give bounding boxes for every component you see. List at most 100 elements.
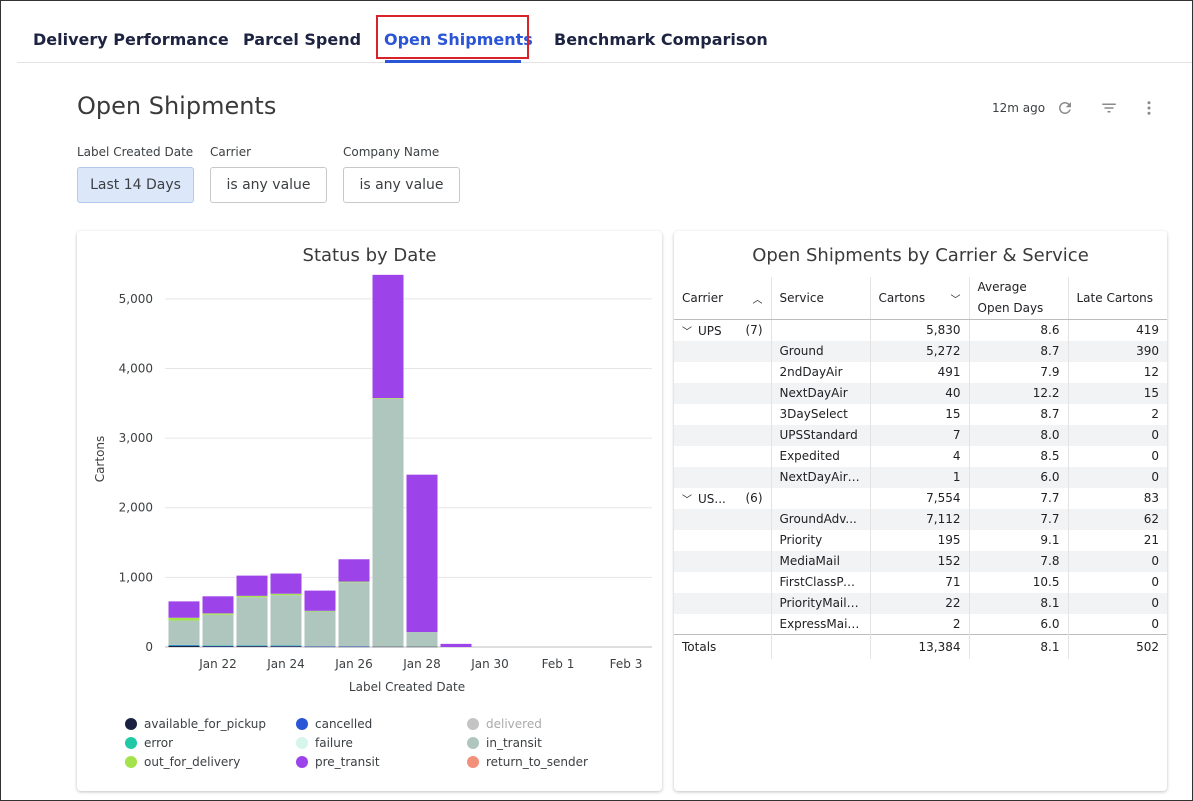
late-cartons-cell: 390 — [1068, 340, 1167, 362]
legend-item[interactable]: return_to_sender — [467, 755, 588, 769]
carrier-service-card: Open Shipments by Carrier & Service Carr… — [674, 231, 1167, 791]
legend-item[interactable]: out_for_delivery — [125, 755, 240, 769]
column-header-cartons[interactable]: Cartons ﹀ — [870, 277, 970, 320]
legend-swatch — [467, 756, 479, 768]
avg-days-cell: 8.7 — [969, 340, 1069, 362]
legend-swatch — [125, 756, 137, 768]
legend-swatch — [467, 718, 479, 730]
table-row[interactable]: Expedited 4 8.5 0 — [674, 445, 1167, 467]
table-row[interactable]: 3DaySelect 15 8.7 2 — [674, 403, 1167, 425]
column-header-average-open-days[interactable]: Average Open Days — [969, 277, 1069, 320]
table-row[interactable]: PriorityMailI... 22 8.1 0 — [674, 592, 1167, 614]
table-row[interactable]: 2ndDayAir 491 7.9 12 — [674, 361, 1167, 383]
bar-segment — [168, 620, 200, 645]
cartons-cell: 40 — [870, 382, 970, 404]
legend-label: available_for_pickup — [144, 717, 267, 731]
bar-segment — [236, 645, 268, 646]
chevron-down-icon[interactable]: ﹀ — [682, 326, 692, 338]
table-row[interactable]: Priority 195 9.1 21 — [674, 529, 1167, 551]
tab-benchmark-comparison[interactable]: Benchmark Comparison — [554, 30, 768, 49]
service-cell: UPSStandard — [771, 424, 871, 446]
y-tick-label: 3,000 — [119, 431, 153, 445]
service-cell — [771, 319, 871, 341]
legend-item[interactable]: error — [125, 736, 173, 750]
tab-open-shipments[interactable]: Open Shipments — [384, 30, 533, 49]
bar-segment — [406, 474, 438, 633]
cartons-cell: 195 — [870, 529, 970, 551]
bar-segment — [338, 581, 370, 583]
bar-segment — [304, 590, 336, 611]
active-tab-indicator — [385, 60, 521, 63]
legend-item[interactable]: delivered — [467, 717, 542, 731]
chart-title: Status by Date — [302, 245, 437, 266]
table-row[interactable]: GroundAdv... 7,112 7.7 62 — [674, 508, 1167, 530]
table-row[interactable]: ExpressMailI... 2 6.0 0 — [674, 613, 1167, 635]
bar-segment — [440, 643, 472, 647]
avg-days-cell: 7.7 — [969, 487, 1069, 509]
cartons-cell: 152 — [870, 550, 970, 572]
carrier-cell — [674, 382, 772, 404]
x-tick-label: Jan 26 — [334, 657, 373, 671]
x-tick-label: Jan 22 — [198, 657, 237, 671]
carrier-name: US... — [698, 491, 726, 506]
cartons-cell: 15 — [870, 403, 970, 425]
bar-segment — [338, 559, 370, 582]
bar-segment — [304, 646, 336, 648]
bar-segment — [372, 398, 404, 399]
carrier-cell — [674, 361, 772, 383]
column-header-service[interactable]: Service — [771, 277, 871, 320]
y-tick-label: 2,000 — [119, 501, 153, 515]
bar-segment — [168, 645, 200, 646]
carrier-cell[interactable]: ﹀ US... (6) — [674, 487, 772, 509]
service-cell: 2ndDayAir — [771, 361, 871, 383]
carrier-service-table: Carrier ︿ Service Cartons ﹀ Average Open D… — [674, 277, 1167, 659]
tab-delivery-performance[interactable]: Delivery Performance — [33, 30, 229, 49]
table-row[interactable]: NextDayAirS... 1 6.0 0 — [674, 466, 1167, 488]
service-cell — [771, 634, 871, 659]
sort-up-icon[interactable]: ︿ — [752, 294, 763, 306]
table-row[interactable]: Ground 5,272 8.7 390 — [674, 340, 1167, 362]
bar-segment — [236, 645, 268, 647]
filter-icon[interactable] — [1097, 96, 1121, 120]
avg-days-cell: 8.0 — [969, 424, 1069, 446]
carrier-filter-button[interactable]: is any value — [210, 167, 327, 203]
refresh-icon[interactable] — [1053, 96, 1077, 120]
cartons-cell: 7 — [870, 424, 970, 446]
tab-parcel-spend[interactable]: Parcel Spend — [243, 30, 362, 49]
legend-item[interactable]: failure — [296, 736, 353, 750]
table-row[interactable]: MediaMail 152 7.8 0 — [674, 550, 1167, 572]
table-row[interactable]: UPSStandard 7 8.0 0 — [674, 424, 1167, 446]
company-filter-button[interactable]: is any value — [343, 167, 460, 203]
cartons-cell: 5,272 — [870, 340, 970, 362]
legend-item[interactable]: pre_transit — [296, 755, 380, 769]
table-row[interactable]: NextDayAir 40 12.2 15 — [674, 382, 1167, 404]
late-cartons-cell: 62 — [1068, 508, 1167, 530]
totals-cartons: 13,384 — [870, 634, 970, 659]
bar-segment — [304, 610, 336, 612]
x-tick-label: Jan 24 — [266, 657, 305, 671]
sort-down-icon[interactable]: ﹀ — [950, 294, 961, 306]
column-header-carrier[interactable]: Carrier ︿ — [674, 277, 772, 320]
bar-segment — [270, 595, 302, 646]
legend-item[interactable]: available_for_pickup — [125, 717, 266, 731]
late-cartons-cell: 0 — [1151, 616, 1159, 631]
legend-item[interactable]: cancelled — [296, 717, 372, 731]
avg-days-cell: 8.1 — [969, 592, 1069, 614]
more-vert-icon[interactable] — [1137, 96, 1161, 120]
avg-days-cell: 6.0 — [969, 613, 1069, 635]
cartons-cell: 1 — [870, 466, 970, 488]
column-header-late-cartons[interactable]: Late Cartons — [1068, 277, 1167, 320]
date-filter-button[interactable]: Last 14 Days — [77, 167, 194, 203]
service-cell: Ground — [771, 340, 871, 362]
legend-item[interactable]: in_transit — [467, 736, 542, 750]
table-group-row[interactable]: ﹀ US... (6) 7,554 7.7 83 — [674, 487, 1167, 509]
service-cell: GroundAdv... — [771, 508, 871, 530]
table-title: Open Shipments by Carrier & Service — [752, 245, 1089, 266]
totals-avg-days: 8.1 — [969, 634, 1069, 659]
table-row[interactable]: FirstClassPa... 71 10.5 0 — [674, 571, 1167, 593]
avg-days-cell: 6.0 — [969, 466, 1069, 488]
carrier-cell[interactable]: ﹀ UPS (7) — [674, 319, 772, 341]
table-group-row[interactable]: ﹀ UPS (7) 5,830 8.6 419 — [674, 319, 1167, 341]
chevron-down-icon[interactable]: ﹀ — [682, 494, 692, 506]
bar-segment — [202, 645, 234, 646]
